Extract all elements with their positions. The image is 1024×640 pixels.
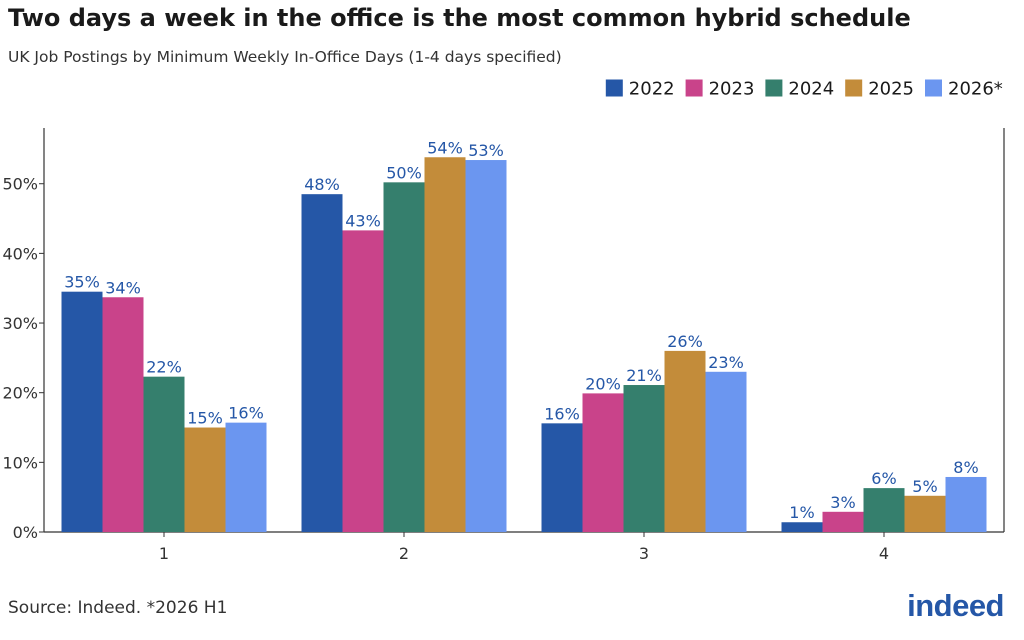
bar	[383, 182, 425, 532]
legend-swatch	[845, 79, 863, 97]
bar	[424, 157, 466, 532]
bar-value-label: 50%	[386, 163, 422, 182]
bar	[102, 297, 144, 532]
bar-value-label: 53%	[468, 141, 504, 160]
legend-swatch	[685, 79, 703, 97]
bar-value-label: 22%	[146, 358, 182, 377]
bar	[705, 371, 747, 532]
y-tick-label: 40%	[2, 244, 38, 263]
bar	[781, 522, 823, 532]
bar-value-label: 5%	[912, 477, 937, 496]
chart-title: Two days a week in the office is the mos…	[8, 4, 911, 32]
x-tick-label: 3	[639, 544, 649, 563]
bar	[664, 350, 706, 532]
bar	[184, 427, 226, 532]
legend-label: 2026*	[948, 79, 1003, 100]
x-tick-label: 1	[159, 544, 169, 563]
bar-value-label: 43%	[345, 211, 381, 230]
legend-swatch	[925, 79, 942, 97]
bar-value-label: 1%	[789, 503, 814, 522]
x-tick-label: 2	[399, 544, 409, 563]
bar	[143, 376, 185, 532]
bar-value-label: 35%	[64, 273, 100, 292]
indeed-logo: indeed	[907, 588, 1004, 623]
bar-value-label: 26%	[667, 332, 703, 351]
bar	[301, 194, 343, 532]
bar-value-label: 54%	[427, 138, 463, 157]
legend-label: 2022	[629, 79, 675, 100]
y-tick-label: 50%	[2, 175, 38, 194]
legend-label: 2023	[709, 79, 755, 100]
bar-value-label: 21%	[626, 366, 662, 385]
bar-value-label: 15%	[187, 409, 223, 428]
bar	[225, 422, 267, 532]
source-note: Source: Indeed. *2026 H1	[8, 598, 228, 618]
legend-label: 2025	[868, 79, 914, 100]
bar	[904, 495, 946, 532]
y-tick-label: 20%	[2, 384, 38, 403]
legend-label: 2024	[788, 79, 834, 100]
bar-value-label: 16%	[228, 404, 264, 423]
y-tick-label: 10%	[2, 453, 38, 472]
bar-value-label: 23%	[708, 353, 744, 372]
chart-subtitle: UK Job Postings by Minimum Weekly In-Off…	[8, 48, 562, 66]
bar	[863, 488, 905, 532]
bar	[61, 291, 103, 532]
legend-swatch	[605, 79, 623, 97]
y-tick-label: 0%	[13, 523, 38, 542]
bar-value-label: 48%	[304, 175, 340, 194]
bar	[623, 385, 665, 532]
bar-value-label: 20%	[585, 374, 621, 393]
bar	[582, 393, 624, 532]
bar	[541, 423, 583, 532]
bar	[945, 476, 987, 532]
bar-value-label: 3%	[830, 493, 855, 512]
bar	[342, 230, 384, 532]
y-tick-label: 30%	[2, 314, 38, 333]
legend-swatch	[765, 79, 783, 97]
bar	[465, 160, 507, 532]
bar-value-label: 8%	[953, 458, 978, 477]
bar-value-label: 34%	[105, 278, 141, 297]
bar	[822, 511, 864, 532]
x-tick-label: 4	[879, 544, 889, 563]
bar-value-label: 6%	[871, 469, 896, 488]
bar-value-label: 16%	[544, 404, 580, 423]
